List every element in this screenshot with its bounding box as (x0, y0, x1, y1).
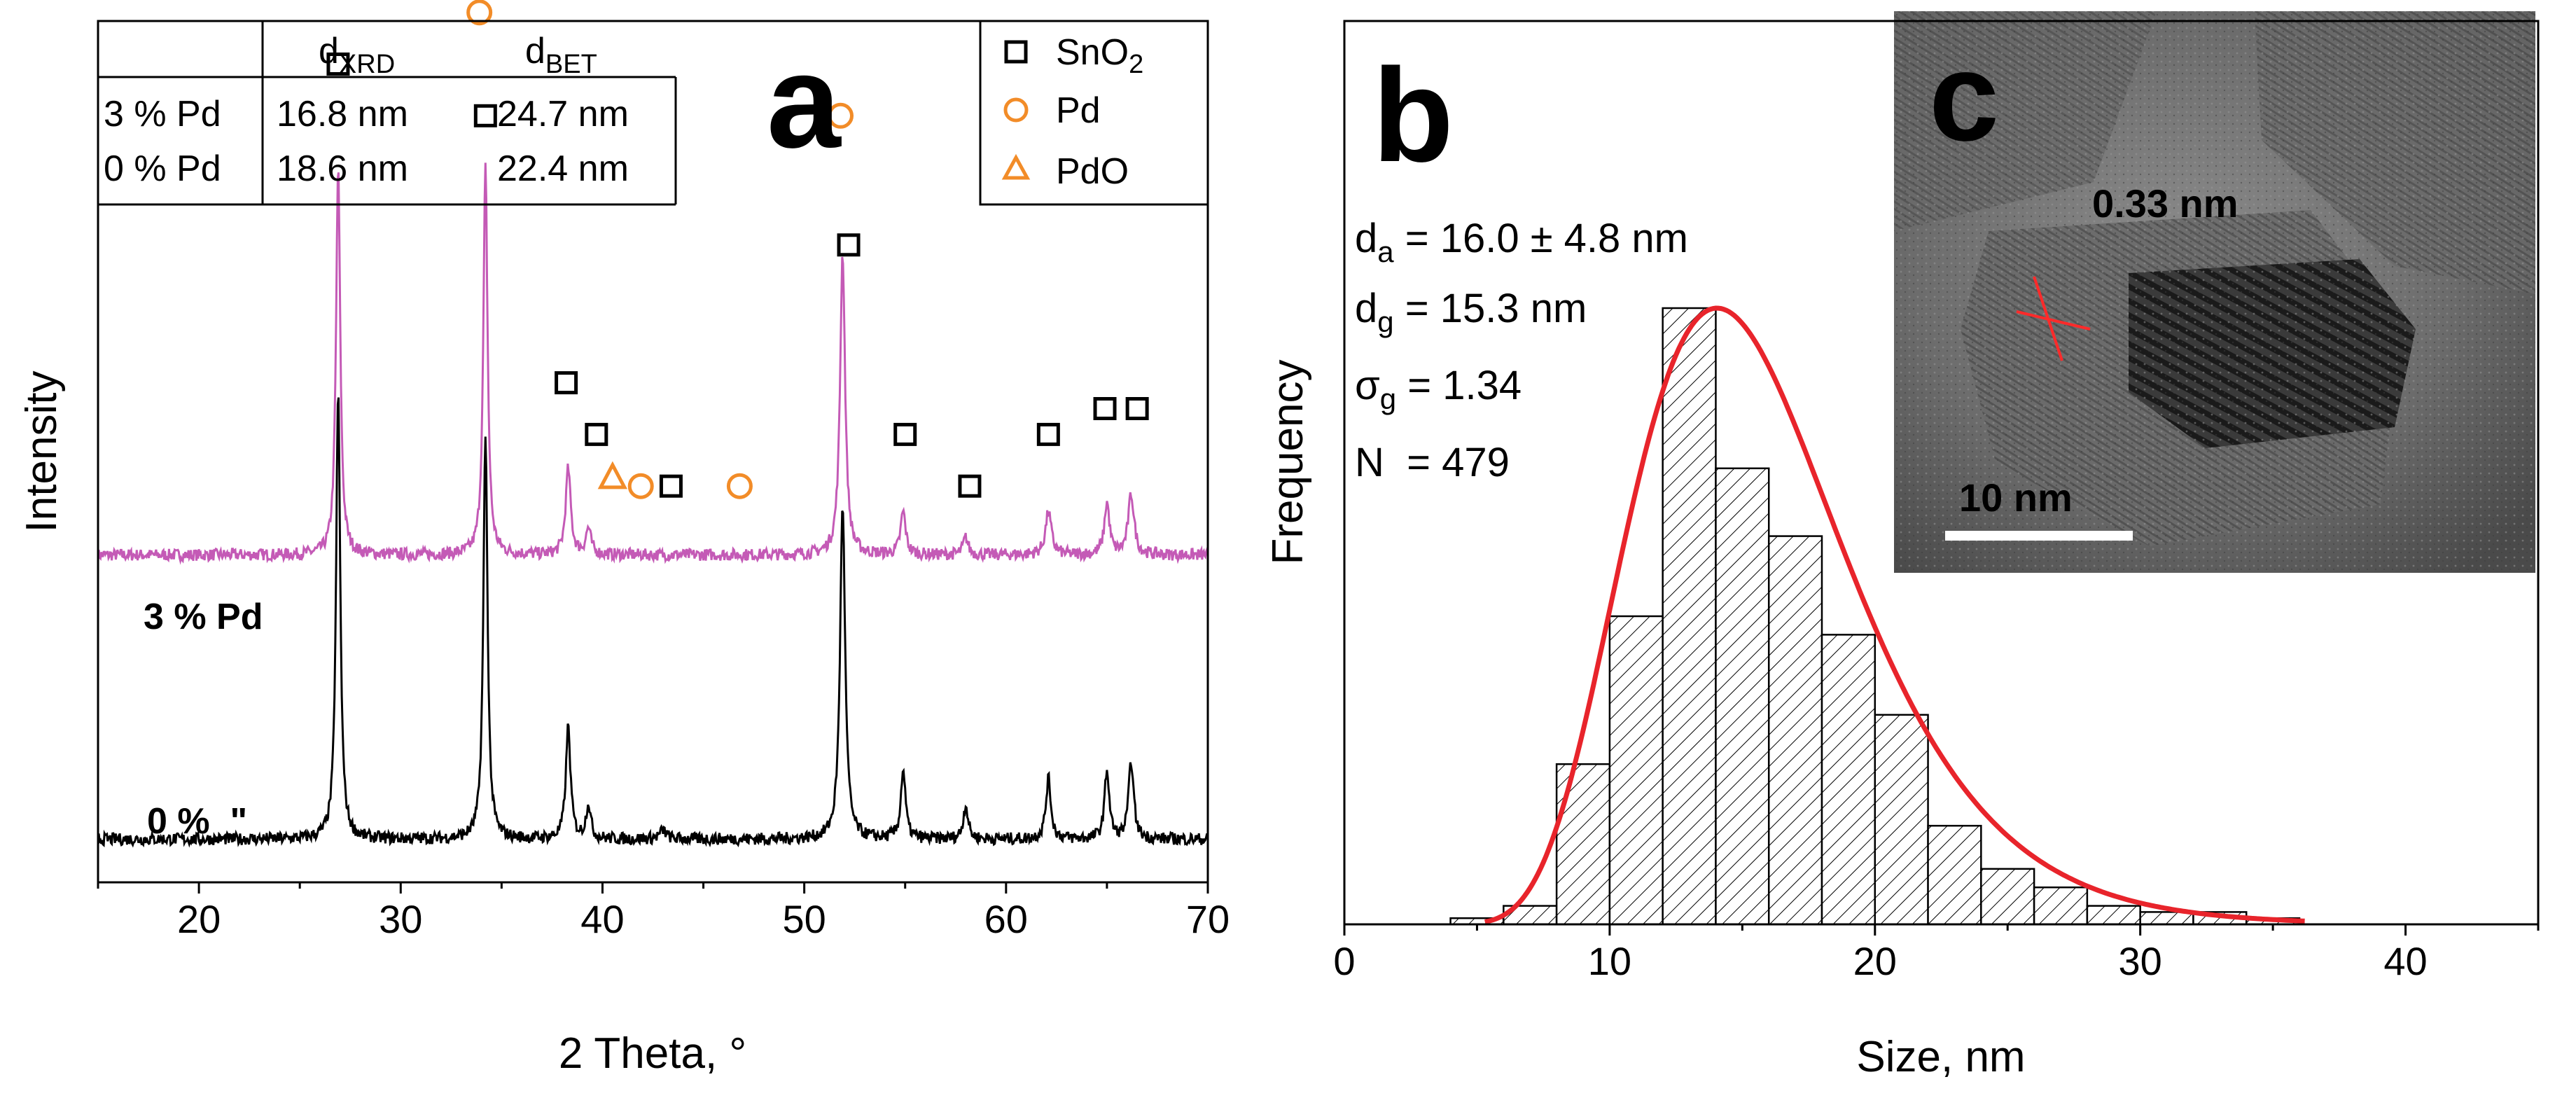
stat-da: da = 16.0 ± 4.8 nm (1355, 216, 1688, 268)
pd-marker (726, 473, 753, 499)
histogram-bar (1927, 824, 1982, 924)
histogram-bar (1874, 714, 1929, 924)
x-axis-label-b: Size, nm (1856, 1033, 2025, 1081)
histogram-bar (1608, 615, 1664, 924)
legend-label-pdo: PdO (1056, 151, 1129, 192)
x-ticks-b: 0 10 20 30 40 (1333, 924, 2540, 983)
lattice-marker-cross (2016, 310, 2091, 331)
table-row-1-label: 3 % Pd (104, 94, 221, 134)
size-statistics: da = 16.0 ± 4.8 nm dg = 15.3 nm σg = 1.3… (1355, 216, 1688, 485)
x-tick-label-b: 40 (2383, 939, 2427, 983)
xrd-plot-area (98, 162, 1208, 848)
histogram-bar (1715, 467, 1770, 924)
sno2-marker (893, 422, 917, 446)
scale-bar (1945, 531, 2133, 541)
sno2-marker (585, 422, 608, 446)
y-axis-label-a: Intensity (18, 371, 66, 533)
legend-label-sno2: SnO2 (1056, 32, 1143, 79)
panel-label-b: b (1372, 41, 1454, 190)
x-tick-label-a: 60 (984, 897, 1028, 941)
sno2-marker (473, 104, 497, 127)
legend-marker-pd (1003, 97, 1029, 123)
histogram-bar (1980, 868, 2035, 924)
x-tick-label-a: 40 (580, 897, 624, 941)
histogram-bar (1820, 634, 1877, 924)
phase-markers (326, 0, 1149, 499)
stat-dg: dg = 15.3 nm (1355, 286, 1587, 338)
x-tick-label-b: 20 (1853, 939, 1897, 983)
x-ticks-a: 20 30 40 50 60 70 (97, 882, 1230, 941)
histogram-bar (1555, 763, 1611, 924)
x-tick-label-b: 30 (2119, 939, 2162, 983)
table-row-2-bet: 22.4 nm (497, 148, 629, 189)
table-row-2-xrd: 18.6 nm (277, 148, 408, 189)
sno2-marker (659, 474, 683, 498)
pdo-marker (597, 461, 628, 489)
pd-marker (466, 0, 493, 26)
x-tick-label-a: 30 (379, 897, 422, 941)
table-header-bet: dBET (525, 31, 597, 79)
histogram-bar (1662, 307, 1717, 924)
histogram-bar (1767, 535, 1823, 924)
lognormal-fit-curve (1484, 305, 2305, 925)
legend-label-pd: Pd (1056, 90, 1101, 131)
series-label-3pd: 3 % Pd (144, 597, 263, 637)
panel-a: 3 % Pd 0 % " dXRD dBET 3 % Pd 16.8 nm 24… (18, 0, 1230, 1078)
legend-marker-sno2 (1004, 40, 1028, 64)
sno2-marker (1093, 397, 1117, 420)
x-axis-label-a: 2 Theta, ° (559, 1029, 746, 1078)
x-tick-label-a: 20 (177, 897, 221, 941)
pd-marker (627, 473, 654, 499)
size-table: dXRD dBET 3 % Pd 16.8 nm 24.7 nm 0 % Pd … (98, 21, 677, 206)
histogram-bars (1449, 307, 2301, 924)
panel-label-a: a (767, 27, 842, 176)
axis-frame-a (97, 20, 1209, 884)
x-tick-label-b: 10 (1588, 939, 1631, 983)
sno2-marker (1036, 422, 1060, 446)
legend: SnO2 Pd PdO (979, 20, 1209, 206)
y-axis-label-b: Frequency (1264, 360, 1312, 565)
pd-marker (828, 102, 854, 129)
stat-n: N = 479 (1355, 440, 1510, 485)
scale-bar-label: 10 nm (1959, 475, 2073, 520)
x-tick-label-b: 0 (1333, 939, 1355, 983)
table-row-1-xrd: 16.8 nm (277, 94, 408, 134)
sno2-marker (1125, 397, 1149, 420)
sno2-marker (326, 53, 350, 76)
series-label-0pd: 0 % " (147, 801, 247, 842)
table-row-1-bet: 24.7 nm (497, 94, 629, 134)
axis-frame-b (1343, 20, 2540, 926)
histogram-bar (2086, 905, 2141, 924)
sno2-marker (837, 233, 861, 257)
table-header-xrd: dXRD (319, 31, 395, 79)
legend-marker-pdo (1001, 153, 1031, 180)
tem-inset: 0.33 nm 10 nm c (1894, 11, 2535, 573)
sno2-marker (555, 371, 578, 395)
xrd-pattern-0pd (98, 397, 1208, 848)
table-row-2-label: 0 % Pd (104, 148, 221, 189)
stat-sigma: σg = 1.34 (1355, 363, 1522, 415)
histogram-bar (2033, 886, 2089, 924)
lattice-spacing-label: 0.33 nm (2092, 181, 2239, 225)
x-tick-label-a: 70 (1186, 897, 1230, 941)
panel-b: b da = 16.0 ± 4.8 nm dg = 15.3 nm σg = 1… (1264, 11, 2540, 1081)
panel-label-c: c (1929, 27, 1999, 167)
x-tick-label-a: 50 (782, 897, 826, 941)
xrd-pattern-3pd (98, 162, 1208, 565)
sno2-marker (958, 474, 982, 498)
